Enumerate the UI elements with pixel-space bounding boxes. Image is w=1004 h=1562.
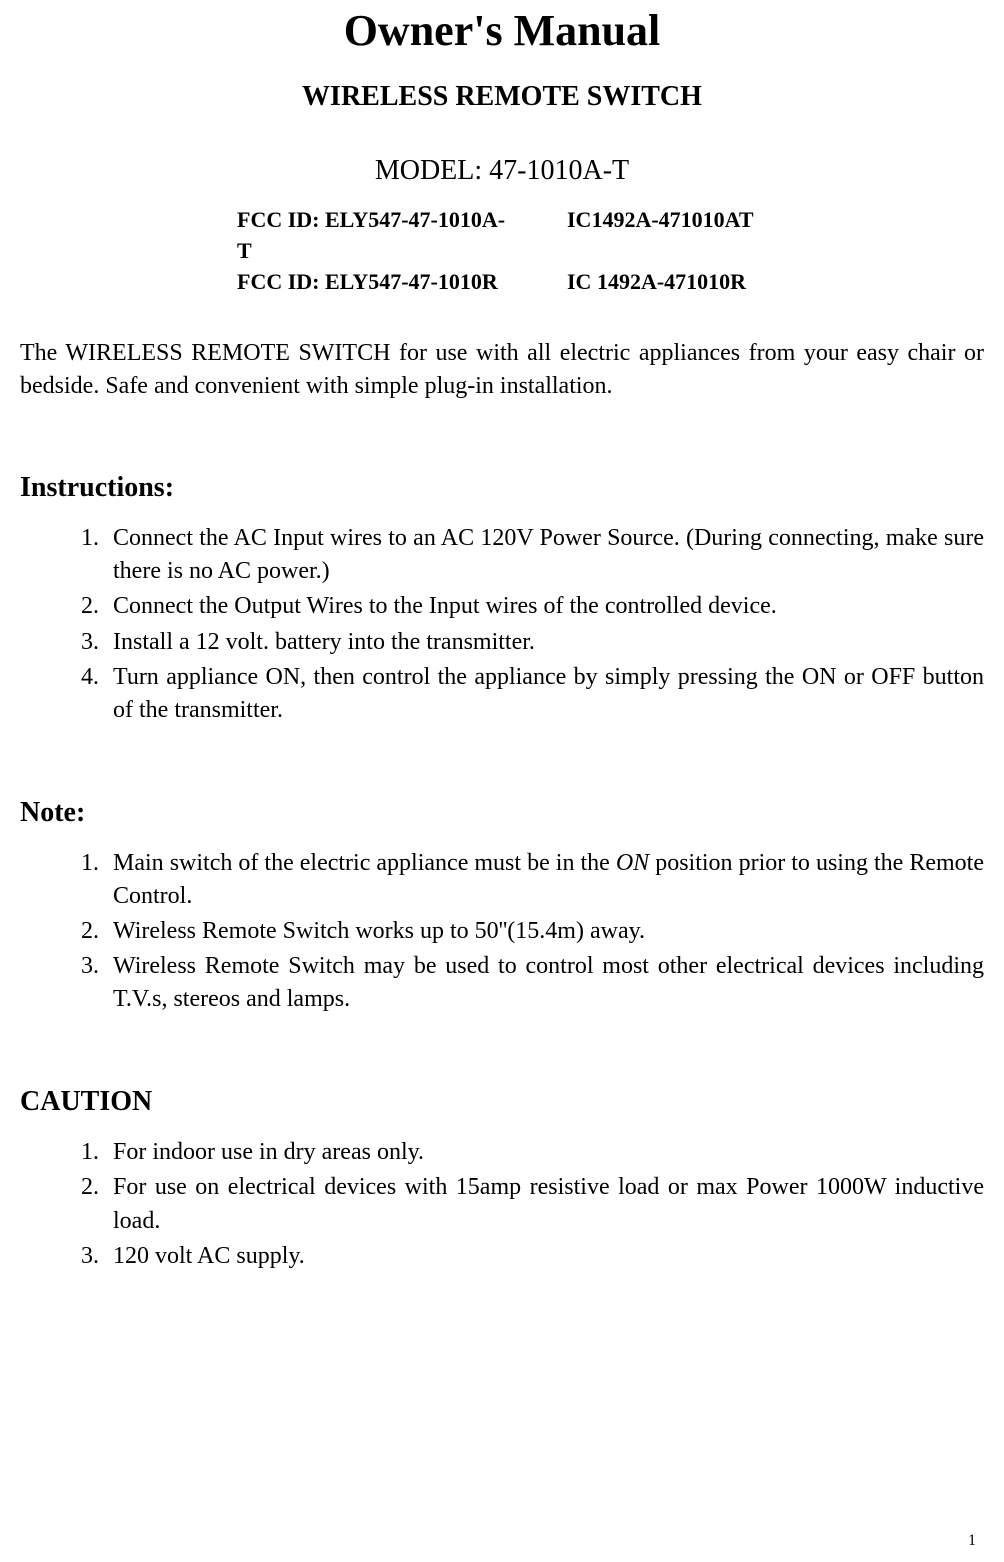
ic-id-1: IC1492A-471010AT [567,205,767,267]
list-item: Connect the Output Wires to the Input wi… [105,590,984,623]
model-line: MODEL: 47-1010A-T [20,155,984,187]
list-item: Wireless Remote Switch may be used to co… [105,950,984,1016]
page-number: 1 [968,1532,976,1550]
ids-row-2: FCC ID: ELY547-47-1010R IC 1492A-471010R [20,267,984,298]
fcc-id-1: FCC ID: ELY547-47-1010A-T [237,205,517,267]
caution-list: For indoor use in dry areas only. For us… [20,1136,984,1272]
note-list: Main switch of the electric appliance mu… [20,847,984,1017]
intro-paragraph: The WIRELESS REMOTE SWITCH for use with … [20,337,984,402]
document-title: Owner's Manual [20,5,984,56]
ids-row-1: FCC ID: ELY547-47-1010A-T IC1492A-471010… [20,205,984,267]
list-item: 120 volt AC supply. [105,1240,984,1273]
note-heading: Note: [20,797,984,829]
list-item: Install a 12 volt. battery into the tran… [105,626,984,659]
list-item: For use on electrical devices with 15amp… [105,1171,984,1237]
document-subtitle: WIRELESS REMOTE SWITCH [20,81,984,113]
list-item: Main switch of the electric appliance mu… [105,847,984,913]
fcc-id-2: FCC ID: ELY547-47-1010R [237,267,517,298]
ids-block: FCC ID: ELY547-47-1010A-T IC1492A-471010… [20,205,984,297]
instructions-heading: Instructions: [20,472,984,504]
list-item: Connect the AC Input wires to an AC 120V… [105,522,984,588]
list-item: Turn appliance ON, then control the appl… [105,661,984,727]
list-item: Wireless Remote Switch works up to 50''(… [105,915,984,948]
list-item: For indoor use in dry areas only. [105,1136,984,1169]
caution-heading: CAUTION [20,1086,984,1118]
instructions-list: Connect the AC Input wires to an AC 120V… [20,522,984,727]
ic-id-2: IC 1492A-471010R [567,267,767,298]
